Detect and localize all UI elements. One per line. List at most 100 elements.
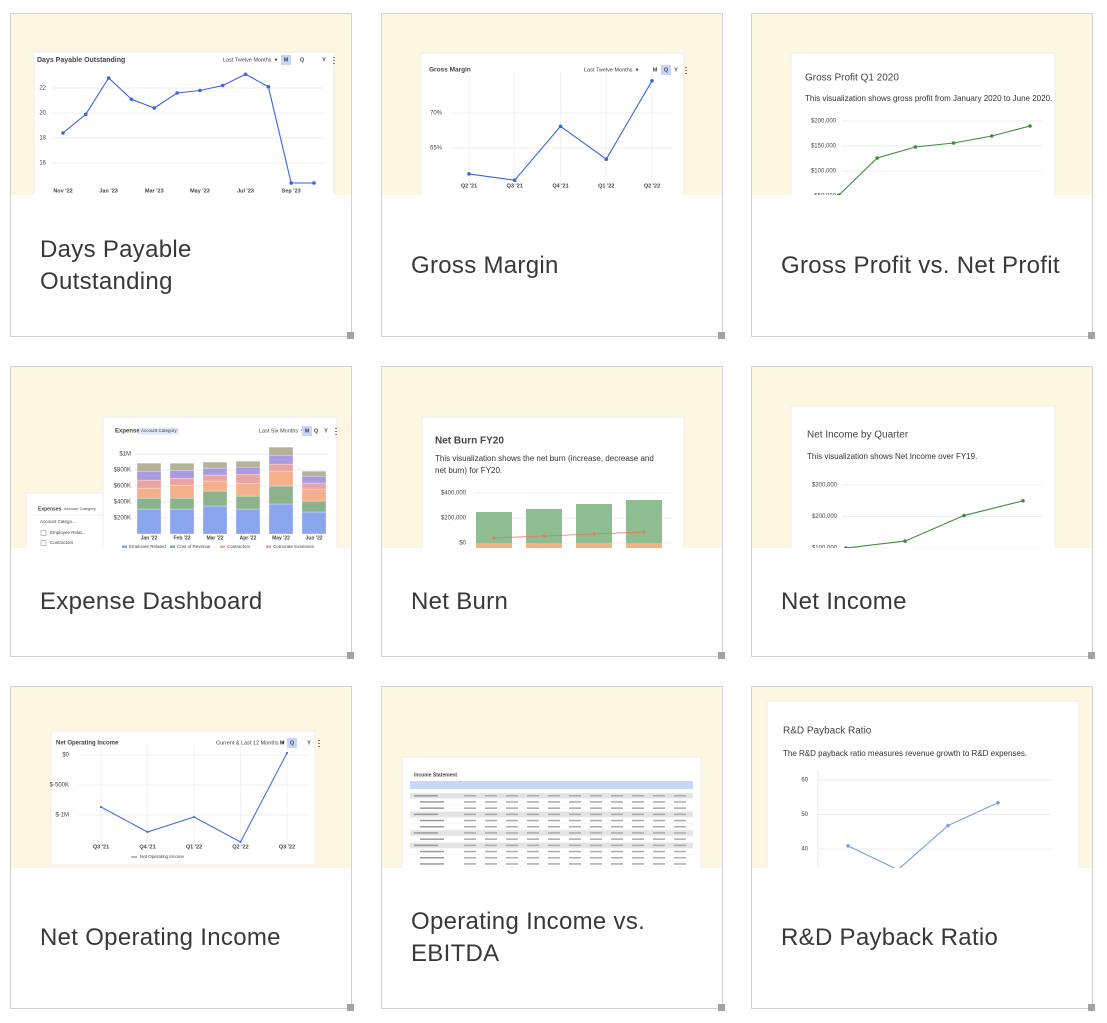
cell-placeholder [506, 819, 518, 822]
cell-placeholder [590, 863, 602, 865]
gallery-card[interactable]: R&D Payback Ratio The R&D payback ratio m… [751, 686, 1093, 1009]
cell-placeholder [464, 801, 476, 803]
row-label-placeholder [420, 801, 444, 803]
chart-panel [50, 730, 316, 866]
data-point [642, 530, 646, 534]
y-tick-label: $200,000 [811, 119, 837, 125]
bar-segment [268, 454, 294, 465]
data-point [492, 536, 496, 540]
cell-placeholder [611, 807, 623, 809]
cell-placeholder [611, 801, 623, 803]
resize-handle [1088, 332, 1095, 339]
thumbnail: R&D Payback Ratio The R&D payback ratio m… [752, 687, 1092, 868]
subtitle-box: The R&D payback ratio measures revenue g… [783, 749, 1027, 758]
x-tick-label: Feb '22 [173, 535, 190, 541]
cell-placeholder [611, 819, 623, 822]
row-label-placeholder [420, 826, 444, 828]
cell-placeholder [632, 838, 644, 840]
chart-title: Expenses [115, 429, 144, 435]
cell-placeholder [611, 832, 623, 834]
series-line [847, 802, 999, 868]
chart-subtitle: This visualization shows the net burn (i… [435, 454, 654, 475]
bar-segment [202, 490, 228, 507]
cell-placeholder [527, 819, 539, 822]
y-tick-label: $1M [119, 452, 131, 458]
x-tick-label: Jan '22 [141, 535, 158, 541]
x-tick-label: Q4 '21 [552, 183, 568, 189]
chart-panel [766, 700, 1080, 868]
cell-placeholder [653, 813, 665, 816]
gallery-card[interactable]: Expenses Account Category Account Catego..… [10, 366, 352, 657]
bar-segment [202, 480, 228, 492]
cell-placeholder [632, 813, 644, 816]
gallery-card[interactable]: Net Operating Income Current & Last 12 Mo… [10, 686, 352, 1009]
x-tick-label: Q3 '21 [507, 183, 523, 189]
bar-segment [235, 508, 261, 535]
x-tick-label: Q1 '22 [598, 183, 614, 189]
gallery-card[interactable]: Net Income by Quarter This visualization … [751, 366, 1093, 657]
cell-placeholder [506, 807, 518, 809]
legend-swatch [220, 545, 225, 548]
bar-segment [136, 462, 162, 472]
x-tick-label: Q4 '21 [139, 844, 155, 850]
bar [626, 543, 662, 548]
cell-placeholder [485, 813, 497, 816]
cell-placeholder [569, 850, 581, 853]
data-point [512, 178, 517, 182]
cell-placeholder [506, 838, 518, 840]
card-title: Expense Dashboard [40, 588, 263, 615]
bar-segment [235, 474, 261, 484]
cell-placeholder [611, 813, 623, 816]
cell-placeholder [590, 819, 602, 822]
cell-placeholder [485, 844, 497, 847]
card-title: Net Burn [411, 588, 509, 615]
y-tick-label: $100,000 [812, 546, 838, 548]
gallery-card[interactable]: Income Statement Operating Income vs. EBI… [381, 686, 723, 1009]
bar-segment [169, 484, 195, 499]
cell-placeholder [611, 844, 623, 847]
cell-placeholder [674, 857, 686, 859]
cell-placeholder [464, 832, 476, 834]
row-expander [40, 540, 47, 546]
period-button: Q [290, 740, 295, 746]
data-point [837, 193, 841, 195]
gallery-card[interactable]: Net Burn FY20 This visualization shows th… [381, 366, 723, 657]
data-point [285, 751, 289, 755]
bar [526, 543, 562, 548]
cell-placeholder [527, 813, 539, 816]
legend-label: Net Operating Income [140, 854, 185, 859]
data-point [289, 181, 293, 185]
subtitle-box: This visualization shows gross profit fr… [805, 94, 1052, 103]
x-tick-label: Sep '23 [282, 188, 301, 194]
cell-placeholder [674, 863, 686, 865]
resize-handle [347, 1004, 354, 1011]
filter-chip [139, 427, 179, 435]
card-title: Days Payable Outstanding [40, 235, 192, 295]
y-tick-label: $150,000 [811, 144, 837, 150]
bar-segment [136, 497, 162, 510]
bar-segment [301, 475, 327, 484]
cell-placeholder [611, 857, 623, 859]
data-point [198, 88, 202, 93]
y-tick-label: $300,000 [812, 483, 838, 489]
cell-placeholder [632, 795, 644, 797]
side-panel [25, 492, 117, 548]
data-point [146, 830, 149, 834]
cell-placeholder [506, 813, 518, 816]
bar [576, 504, 612, 543]
x-tick-label: Q2 '22 [232, 844, 248, 850]
data-point [220, 83, 225, 88]
row-label-placeholder [414, 832, 438, 834]
cell-placeholder [506, 844, 518, 847]
cell-placeholder [674, 819, 686, 822]
gallery-card[interactable]: Gross Profit Q1 2020 This visualization s… [751, 13, 1093, 337]
y-tick-label: 60 [801, 778, 808, 784]
y-tick-label: $200,000 [812, 514, 838, 520]
gallery-card[interactable]: Days Payable Outstanding Last Twelve Mont… [10, 13, 352, 337]
gallery-card[interactable]: Gross Margin Last Twelve Months M Q Y 65% 70% Q… [381, 13, 723, 337]
cell-placeholder [485, 819, 497, 822]
x-tick-label: Q1 '22 [186, 844, 202, 850]
cell-placeholder [506, 863, 518, 865]
thumbnail: Net Burn FY20 This visualization shows th… [382, 367, 722, 548]
